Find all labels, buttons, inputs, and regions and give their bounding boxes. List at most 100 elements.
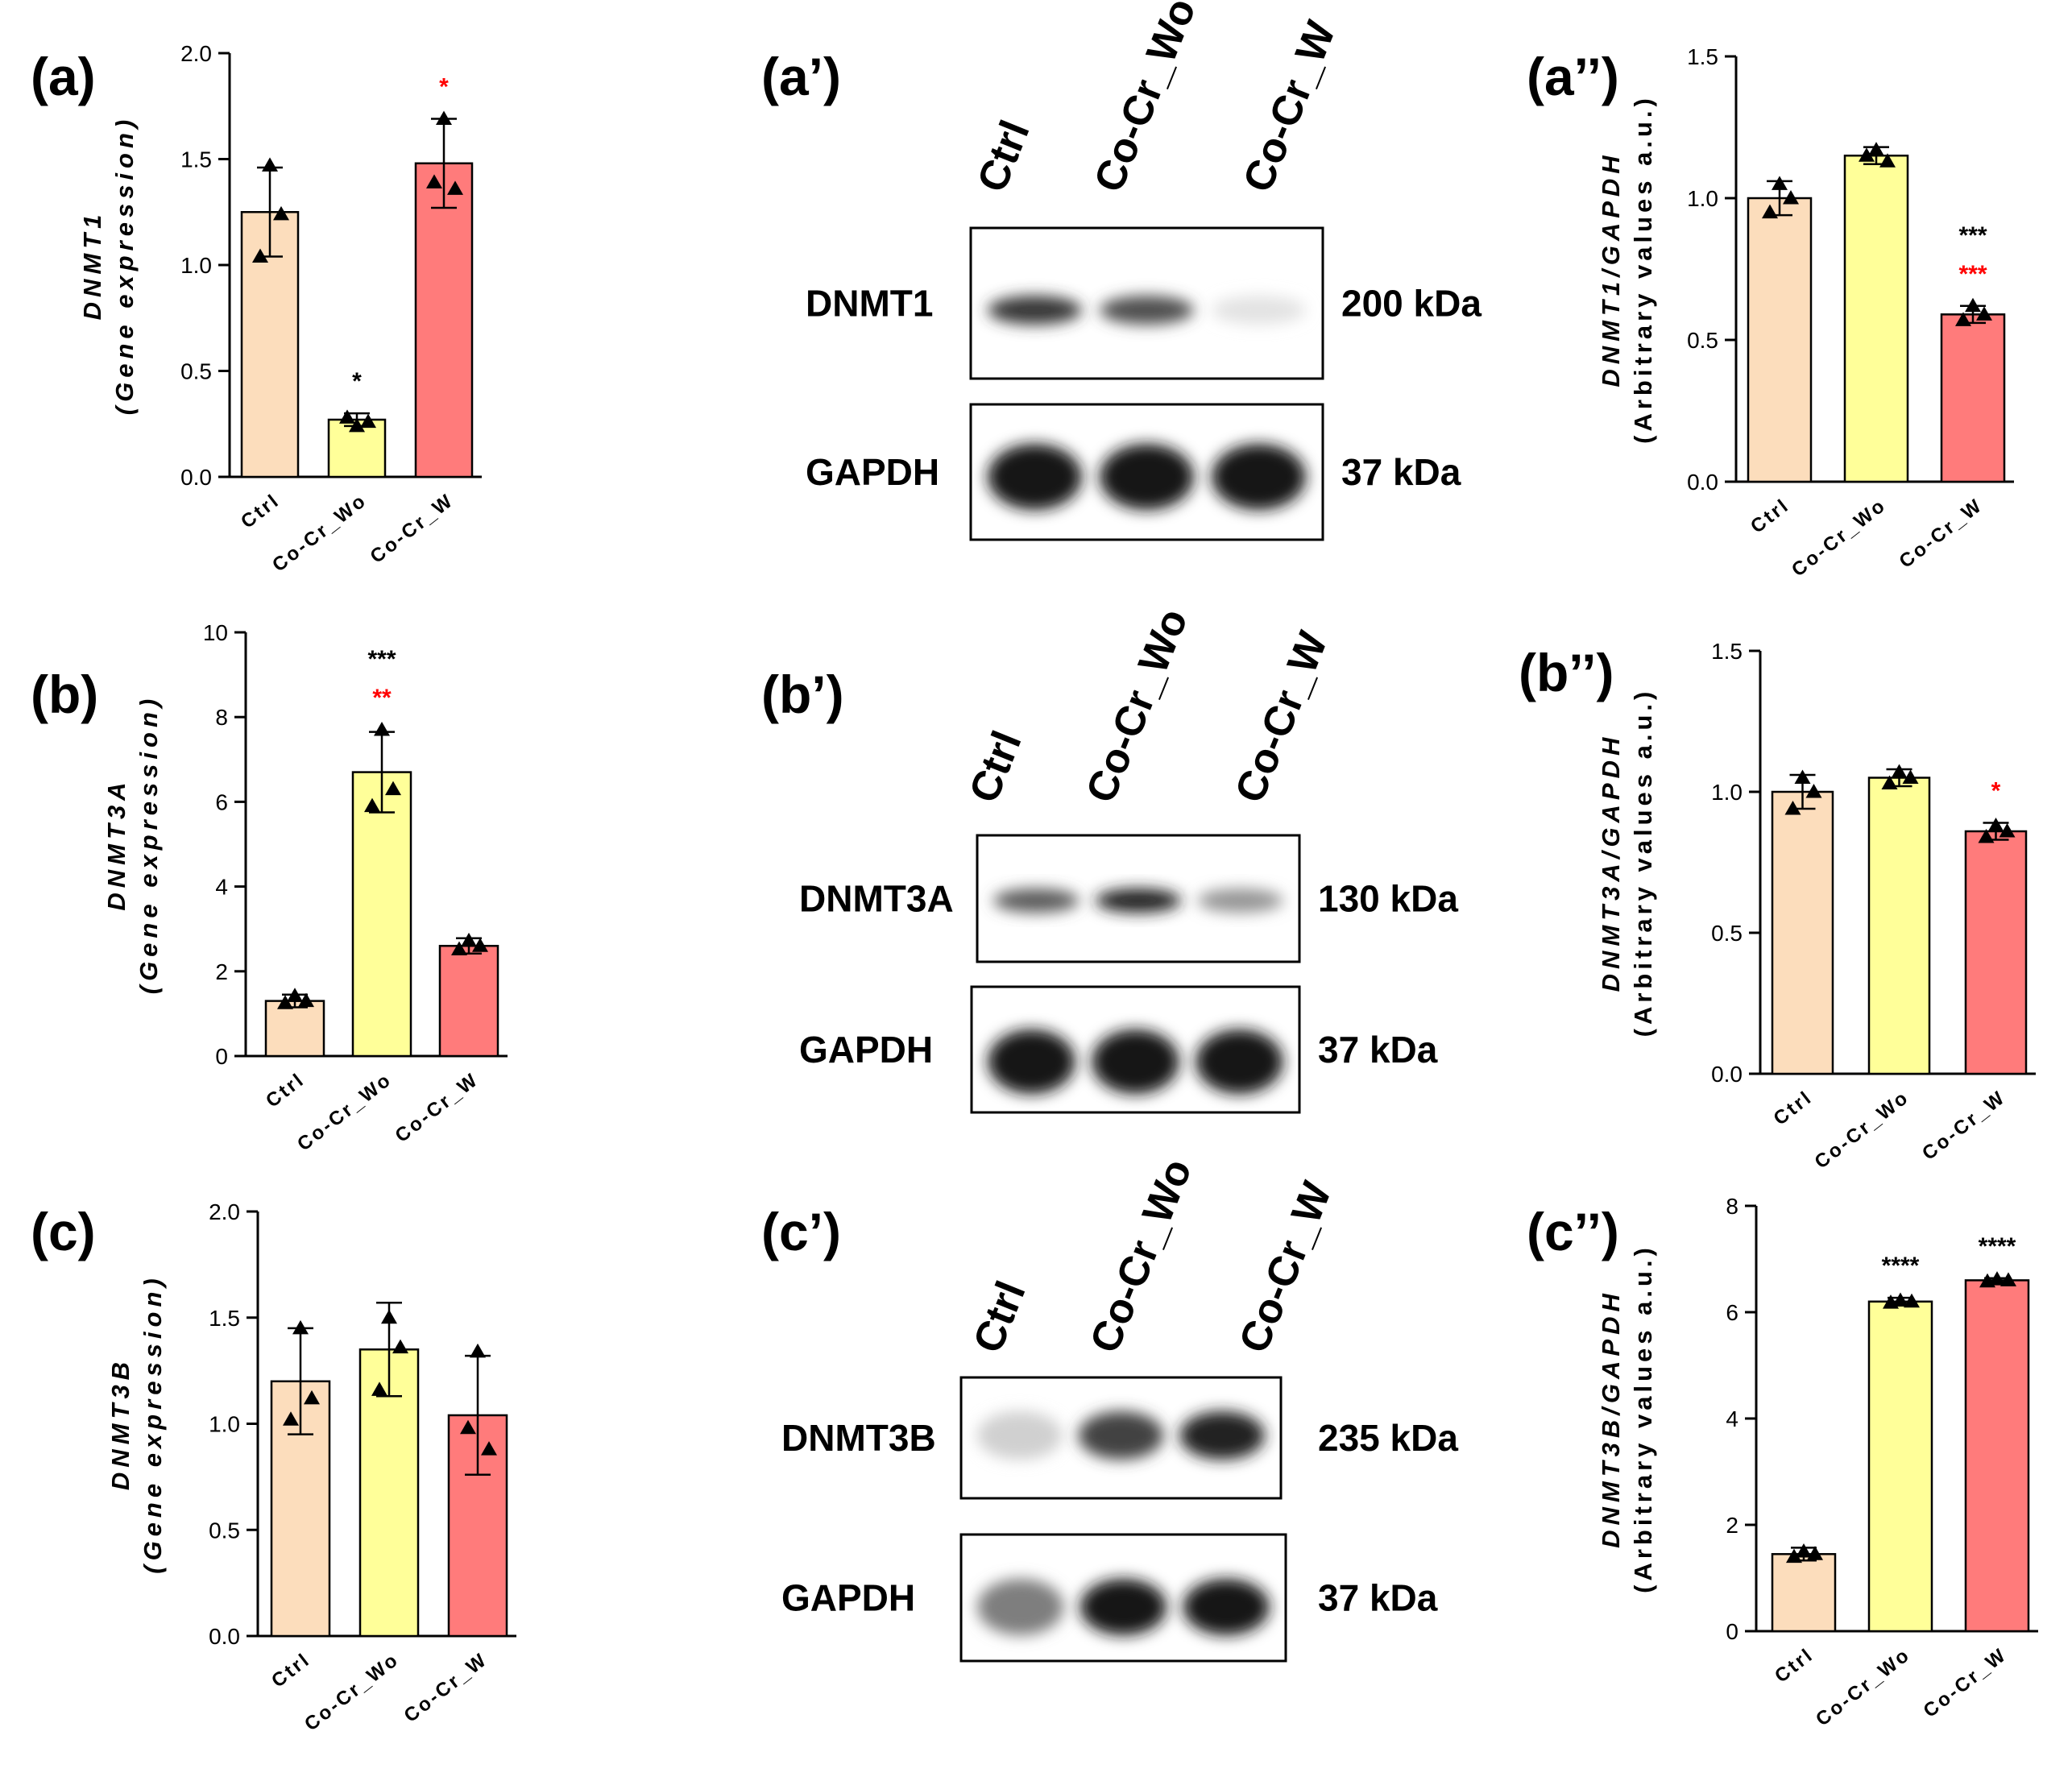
y-tick-label: 0.5	[209, 1518, 240, 1543]
x-category-label: Co-Cr_W	[367, 489, 458, 567]
data-point-co-cr-wo	[1881, 775, 1898, 789]
y-axis-sublabel: (Gene expression)	[110, 115, 139, 415]
blot-band-dnmt3a	[993, 888, 1080, 913]
significance-marker: *	[439, 74, 449, 101]
data-point-ctrl	[283, 1411, 299, 1426]
data-point-ctrl	[277, 995, 293, 1009]
data-point-ctrl	[1794, 769, 1811, 784]
lane-label: Ctrl	[964, 1275, 1034, 1360]
data-point-ctrl	[273, 205, 289, 221]
data-point-co-cr-w	[447, 180, 463, 195]
chart-dnmt3b-gapdh: 0 2 4 6 8 DNMT3B/GAPDH (Arbitrary values a.u.)…	[1597, 1194, 2038, 1730]
blot-band-dnmt3b	[1078, 1411, 1164, 1460]
data-point-co-cr-w	[1976, 306, 1992, 321]
blot-band-gapdh	[1196, 1029, 1283, 1094]
data-point-ctrl	[287, 988, 303, 1002]
y-tick-label: 1.5	[180, 147, 212, 172]
x-category-label: Ctrl	[267, 1648, 315, 1692]
x-category-label: Ctrl	[1747, 494, 1794, 537]
blot-band-dnmt3b	[1179, 1411, 1265, 1460]
data-point-co-cr-wo	[1904, 1293, 1920, 1308]
data-point-co-cr-wo	[349, 417, 365, 433]
y-tick-label: 4	[215, 875, 228, 900]
blot-kda-label: 37 kDa	[1318, 1577, 1438, 1619]
blot-kda-label: 130 kDa	[1318, 878, 1458, 920]
data-point-co-cr-wo	[1883, 1294, 1899, 1309]
blot-band-dnmt3a	[1095, 888, 1182, 913]
x-category-label: Co-Cr_Wo	[1811, 1086, 1914, 1173]
bar-co-cr-w	[438, 944, 499, 1058]
chart-dnmt1-gene-expression: 0.0 0.5 1.0 1.5 2.0 DNMT1 (Gene expression) Ctr…	[78, 41, 482, 576]
chart-dnmt3a-gapdh: 0.0 0.5 1.0 1.5 DNMT3A/GAPDH (Arbitrary value…	[1597, 639, 2036, 1173]
y-tick-label: 1.0	[209, 1412, 240, 1437]
panel-label-a: (a)	[31, 47, 96, 106]
y-axis-label: DNMT1/GAPDH	[1597, 151, 1625, 387]
bar-ctrl	[1747, 197, 1813, 483]
x-category-label: Ctrl	[237, 489, 284, 532]
chart-dnmt3b-gene-expression: 0.0 0.5 1.0 1.5 2.0 DNMT3B (Gene expression) Ct…	[106, 1199, 516, 1735]
panel-label-a-double-prime: (a’’)	[1527, 47, 1619, 106]
y-tick-label: 1.0	[1687, 186, 1718, 211]
data-point-co-cr-w	[472, 938, 488, 952]
y-tick-label: 6	[215, 789, 228, 814]
y-tick-label: 2.0	[180, 41, 212, 66]
panel-label-c-double-prime: (c’’)	[1527, 1202, 1619, 1261]
blot-protein-label: GAPDH	[781, 1577, 915, 1619]
lane-label: Co-Cr_W	[1234, 14, 1345, 199]
data-point-ctrl	[1796, 1543, 1812, 1558]
data-point-ctrl	[1805, 784, 1822, 798]
data-point-co-cr-wo	[1891, 764, 1908, 778]
western-blot-dnmt3b: Ctrl Co-Cr_Wo Co-Cr_W DNMT3B 235 kDa GAPDH 37 …	[781, 1153, 1458, 1663]
data-point-ctrl	[262, 157, 278, 172]
data-point-ctrl	[1772, 176, 1788, 190]
data-point-co-cr-wo	[1902, 769, 1919, 784]
significance-marker: *	[1991, 778, 2001, 805]
lane-label: Co-Cr_W	[1226, 625, 1336, 810]
significance-marker: ***	[1958, 261, 1987, 288]
x-category-label: Co-Cr_W	[1918, 1086, 2010, 1164]
y-tick-label: 0.0	[209, 1624, 240, 1649]
blot-band-gapdh	[1212, 444, 1306, 510]
y-tick-label: 0.0	[1711, 1062, 1743, 1087]
bar-co-cr-wo	[351, 771, 412, 1058]
y-tick-label: 0	[215, 1044, 228, 1069]
bar-co-cr-wo	[358, 1348, 420, 1638]
data-point-co-cr-wo	[385, 781, 401, 796]
lane-label: Ctrl	[960, 725, 1030, 810]
x-category-label: Co-Cr_Wo	[300, 1648, 404, 1735]
significance-marker: ***	[367, 646, 396, 673]
data-point-ctrl	[252, 248, 268, 263]
x-category-label: Co-Cr_W	[392, 1068, 483, 1146]
blot-protein-label: GAPDH	[806, 451, 939, 493]
data-point-co-cr-w	[1955, 312, 1971, 326]
lane-label: Ctrl	[968, 114, 1038, 199]
blot-protein-label: DNMT3B	[781, 1417, 936, 1459]
data-point-co-cr-wo	[1859, 147, 1875, 162]
data-point-co-cr-w	[1978, 829, 1995, 843]
data-point-co-cr-w	[2000, 1272, 2016, 1286]
y-tick-label: 0.0	[1687, 470, 1718, 495]
data-point-ctrl	[1786, 1548, 1802, 1564]
bar-co-cr-wo	[1867, 777, 1931, 1075]
blot-band-gapdh	[1092, 1029, 1179, 1094]
significance-marker: ****	[1979, 1233, 2016, 1260]
y-axis-sublabel: (Arbitrary values a.u.)	[1629, 688, 1657, 1038]
chart-dnmt1-gapdh: 0.0 0.5 1.0 1.5 DNMT1/GAPDH (Arbitrary values…	[1597, 44, 2014, 581]
y-tick-label: 8	[1726, 1194, 1738, 1219]
data-point-co-cr-w	[436, 110, 452, 126]
lane-label: Co-Cr_Wo	[1081, 1153, 1201, 1360]
y-tick-label: 0	[1726, 1619, 1738, 1644]
data-point-co-cr-wo	[1879, 153, 1896, 168]
blot-band-dnmt3a	[1197, 888, 1283, 913]
x-category-label: Co-Cr_W	[1896, 494, 1987, 572]
lane-label: Co-Cr_Wo	[1077, 603, 1197, 810]
bar-co-cr-w	[1964, 1279, 2030, 1633]
x-category-label: Co-Cr_W	[1920, 1643, 2012, 1721]
significance-marker: ***	[1958, 222, 1987, 249]
data-point-co-cr-w	[460, 1419, 476, 1435]
data-point-co-cr-wo	[339, 409, 355, 424]
data-point-ctrl	[1783, 190, 1799, 205]
blot-band-dnmt3b	[977, 1411, 1063, 1460]
blot-band-gapdh	[1183, 1579, 1270, 1635]
